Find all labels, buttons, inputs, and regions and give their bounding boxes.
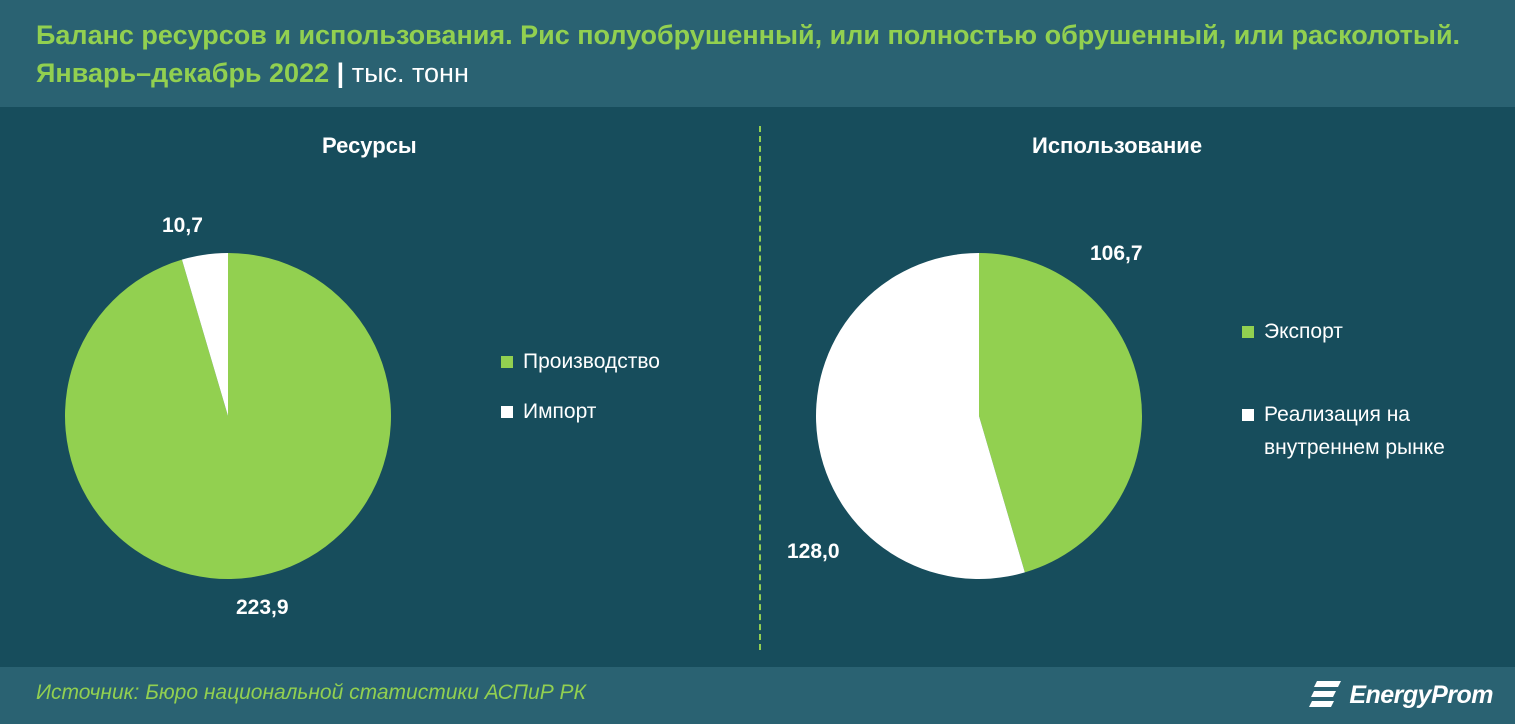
data-label-production: 223,9 bbox=[236, 596, 289, 619]
legend-label-domestic: Реализация на внутреннем рынке bbox=[1264, 403, 1445, 459]
energyprom-logo-icon bbox=[1309, 681, 1342, 707]
legend-swatch-import bbox=[501, 406, 513, 418]
brand-logo: EnergyProm bbox=[1309, 675, 1493, 715]
source-note: Источник: Бюро национальной статистики А… bbox=[36, 681, 586, 704]
legend-item-import: Импорт bbox=[501, 395, 596, 428]
title-text: Баланс ресурсов и использования. Рис пол… bbox=[36, 20, 1461, 88]
slice-export bbox=[979, 253, 1142, 573]
data-label-export: 106,7 bbox=[1090, 242, 1143, 265]
page-title: Баланс ресурсов и использования. Рис пол… bbox=[36, 16, 1476, 92]
chart-title-usage: Использование bbox=[1032, 133, 1203, 158]
slice-import bbox=[181, 253, 228, 416]
slice-domestic bbox=[815, 253, 1025, 579]
legend-item-export: Экспорт bbox=[1242, 315, 1343, 348]
chart-title-resources: Ресурсы bbox=[322, 133, 417, 158]
legend-swatch-export bbox=[1242, 326, 1254, 338]
footer: Источник: Бюро национальной статистики А… bbox=[0, 667, 1515, 724]
title-unit: тыс. тонн bbox=[351, 58, 469, 88]
data-label-domestic: 128,0 bbox=[787, 540, 840, 563]
logo-text: EnergyProm bbox=[1349, 680, 1493, 709]
legend-label-production: Производство bbox=[523, 350, 660, 373]
pie-chart-usage bbox=[815, 253, 1142, 579]
legend-label-export: Экспорт bbox=[1264, 320, 1343, 343]
legend-item-production: Производство bbox=[501, 345, 660, 378]
legend-item-domestic: Реализация на внутреннем рынке bbox=[1242, 398, 1502, 464]
legend-swatch-domestic bbox=[1242, 409, 1254, 421]
data-label-import: 10,7 bbox=[162, 214, 203, 237]
header: Баланс ресурсов и использования. Рис пол… bbox=[0, 0, 1515, 107]
title-separator: | bbox=[336, 58, 345, 88]
pie-chart-resources bbox=[64, 253, 391, 579]
legend-swatch-production bbox=[501, 356, 513, 368]
legend-label-import: Импорт bbox=[523, 400, 597, 423]
chart-divider bbox=[759, 126, 761, 650]
